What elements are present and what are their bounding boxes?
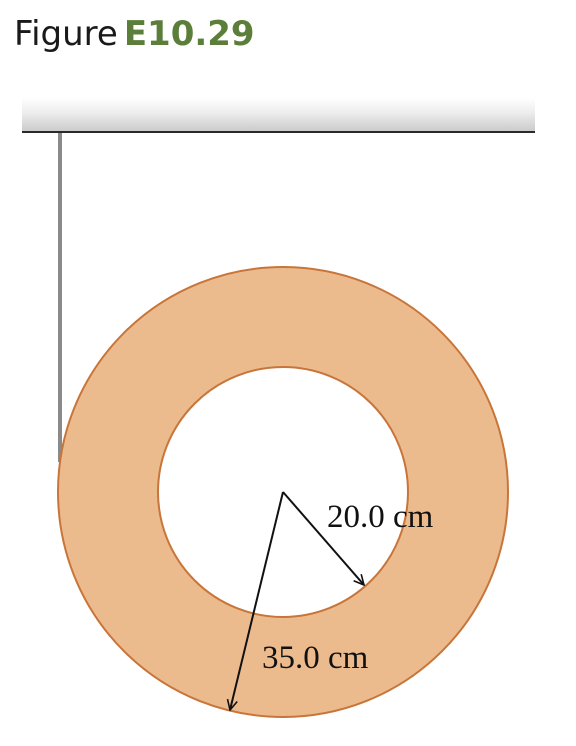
ceiling-support [22, 98, 535, 132]
inner-radius-label: 20.0 cm [327, 499, 434, 535]
figure-number: E10.29 [123, 14, 255, 54]
inner-radius-arrow [282, 491, 364, 585]
outer-radius-label: 35.0 cm [262, 640, 369, 676]
ring [56, 266, 510, 718]
figure-title: Figure E10.29 [14, 8, 255, 60]
outer-radius-arrow [230, 491, 284, 710]
figure-prefix: Figure [14, 14, 118, 54]
